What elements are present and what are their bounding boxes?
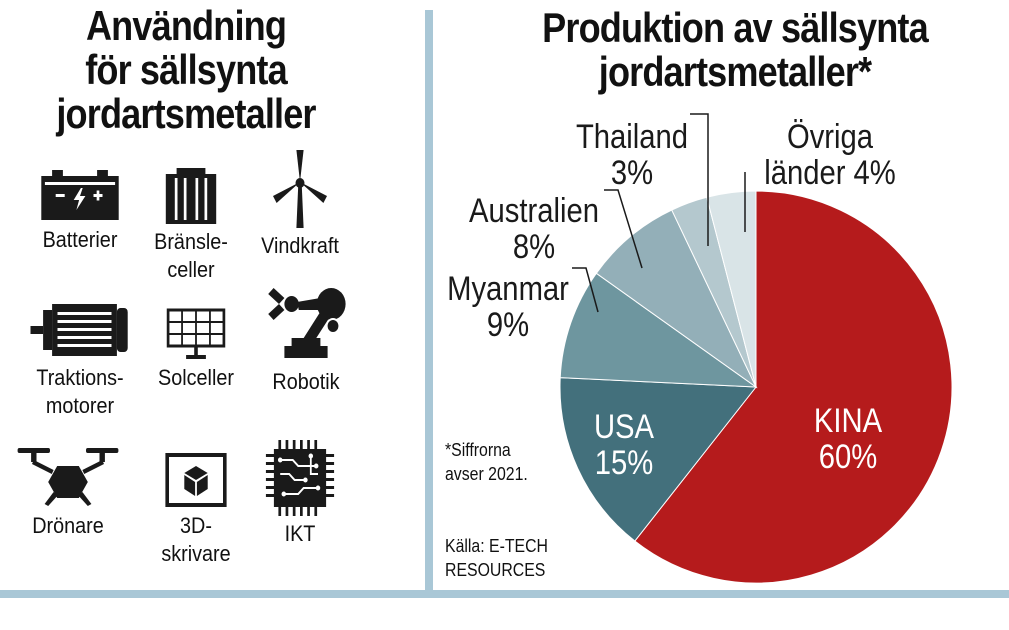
usage-label: Solceller xyxy=(158,365,234,390)
usage-label: 3D- xyxy=(180,513,212,538)
pie-slice-myanmar xyxy=(559,272,758,388)
usage-item-bransleceller: Bränsle- celler xyxy=(137,168,245,284)
robot-arm-icon xyxy=(268,288,346,358)
pie-slice-usa xyxy=(559,377,757,542)
usage-item-vindkraft: Vindkraft xyxy=(246,148,354,260)
chart-title: Produktion av sällsynta jordartsmetaller… xyxy=(507,6,963,94)
usage-label: Robotik xyxy=(272,369,340,394)
usage-title: Användning för sällsynta jordartsmetalle… xyxy=(26,4,346,136)
pie-outside-value-australien: 8% xyxy=(513,227,555,266)
pie-value-kina: 60% xyxy=(819,437,877,476)
leader-line-myanmar xyxy=(572,267,599,313)
usage-title-line-1: Användning xyxy=(85,2,287,49)
usage-label: skrivare xyxy=(161,541,231,566)
usage-item-robotik: Robotik xyxy=(252,284,360,396)
usage-label: motorer xyxy=(45,393,115,418)
pie-outside-label-australien: Australien xyxy=(469,191,599,230)
usage-label: Vindkraft xyxy=(261,233,339,258)
battery-icon xyxy=(41,170,119,220)
source-note: Källa: E-TECH RESOURCES xyxy=(445,534,548,582)
fuel-cell-icon xyxy=(165,168,217,224)
usage-item-ikt: IKT xyxy=(246,440,354,548)
usage-item-traktionsmotorer: Traktions- motorer xyxy=(26,300,134,420)
pie-outside-value-myanmar: 9% xyxy=(487,305,529,344)
usage-item-batterier: Batterier xyxy=(26,170,134,254)
solar-panel-icon xyxy=(166,308,226,359)
usage-label: Traktions- xyxy=(36,365,124,390)
leader-line-australien xyxy=(604,189,643,269)
pie-outside-label-myanmar: Myanmar xyxy=(447,269,569,308)
source-line-1: Källa: E-TECH xyxy=(445,536,548,556)
footnote-line-1: *Siffrorna xyxy=(445,440,511,460)
bottom-divider xyxy=(0,590,1009,598)
pie-slice-kina xyxy=(634,190,953,584)
usage-label: IKT xyxy=(284,521,316,546)
usage-item-solceller: Solceller xyxy=(142,308,250,392)
pie-outside-label-thailand: Thailand xyxy=(576,117,688,156)
pie-slice-ovriga-lander xyxy=(706,190,757,388)
usage-label: Batterier xyxy=(42,227,118,252)
usage-item-3d-skrivare: 3D- skrivare xyxy=(142,452,250,568)
chip-icon xyxy=(265,440,335,516)
vertical-divider xyxy=(425,10,433,590)
drone-icon xyxy=(17,448,119,506)
3d-printer-icon xyxy=(165,453,227,507)
pie-slice-australien xyxy=(595,209,758,389)
wind-turbine-icon xyxy=(273,150,327,228)
usage-item-dronare: Drönare xyxy=(14,444,122,540)
usage-title-line-2: för sällsynta xyxy=(85,46,287,93)
footnote: *Siffrorna avser 2021. xyxy=(445,438,528,486)
pie-label-usa: USA xyxy=(594,407,655,446)
usage-title-line-3: jordartsmetaller xyxy=(56,90,316,137)
source-line-2: RESOURCES xyxy=(445,560,546,580)
pie-value-usa: 15% xyxy=(595,443,653,482)
footnote-line-2: avser 2021. xyxy=(445,464,528,484)
chart-title-line-1: Produktion av sällsynta xyxy=(542,4,929,51)
leader-line-thailand xyxy=(690,113,709,246)
pie-outside-label-ovriga-lander: Övriga xyxy=(787,117,873,156)
pie-label-kina: KINA xyxy=(814,401,883,440)
chart-title-line-2: jordartsmetaller* xyxy=(598,48,872,95)
electric-motor-icon xyxy=(30,304,128,356)
usage-label: celler xyxy=(167,257,215,282)
pie-outside-value-thailand: 3% xyxy=(611,153,653,192)
usage-label: Bränsle- xyxy=(154,229,228,254)
pie-outside-value-ovriga-lander: länder 4% xyxy=(764,153,896,192)
usage-label: Drönare xyxy=(32,513,104,538)
